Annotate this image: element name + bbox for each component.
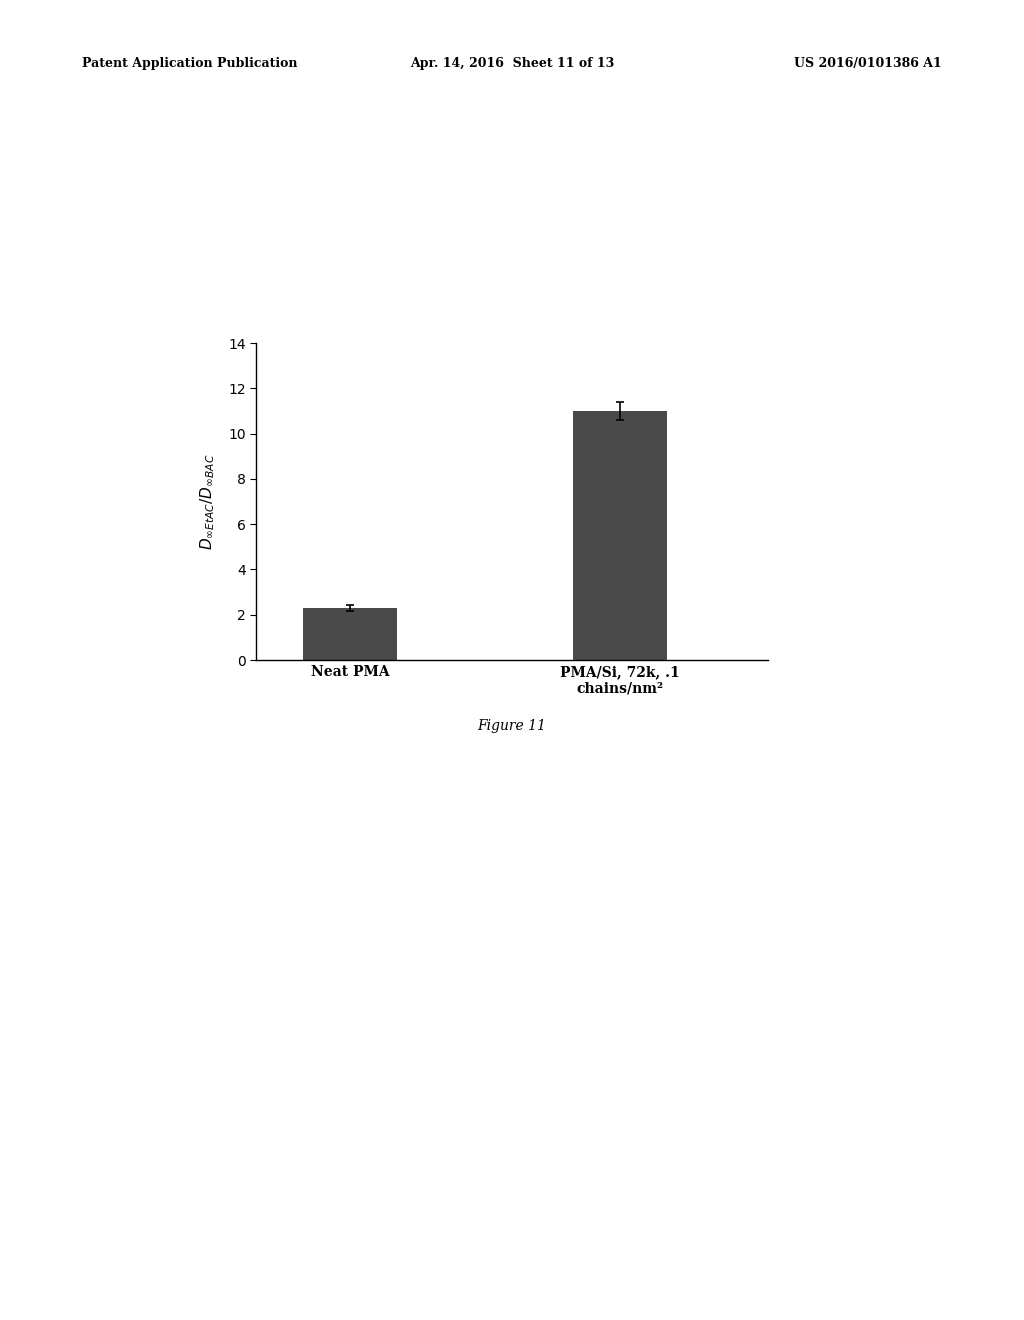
Y-axis label: $D_{\infty EtAC}/D_{\infty BAC}$: $D_{\infty EtAC}/D_{\infty BAC}$ bbox=[199, 453, 217, 550]
Text: Apr. 14, 2016  Sheet 11 of 13: Apr. 14, 2016 Sheet 11 of 13 bbox=[410, 57, 614, 70]
Text: Patent Application Publication: Patent Application Publication bbox=[82, 57, 297, 70]
Text: US 2016/0101386 A1: US 2016/0101386 A1 bbox=[795, 57, 942, 70]
Bar bbox=[303, 609, 397, 660]
Bar bbox=[572, 411, 667, 660]
Text: Figure 11: Figure 11 bbox=[477, 719, 547, 734]
